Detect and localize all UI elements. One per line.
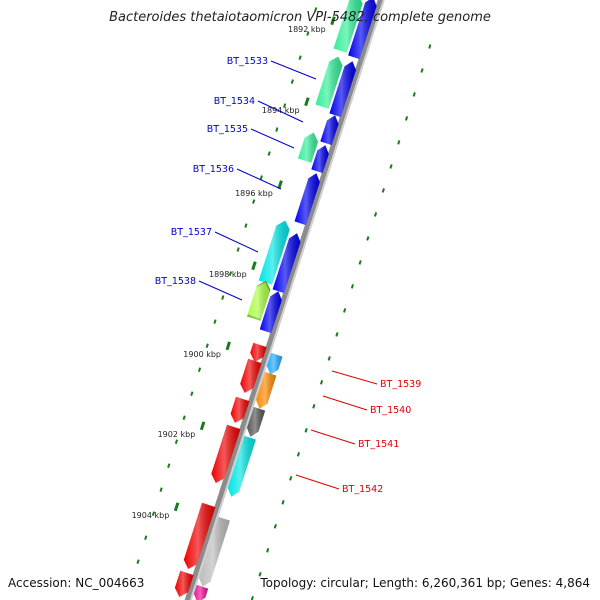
- gene-arrow-shade: [298, 132, 319, 163]
- gene-label[interactable]: BT_1538: [155, 276, 196, 287]
- tick-mark: [225, 341, 231, 351]
- gene-arrow-shade: [258, 220, 290, 285]
- gene-label[interactable]: BT_1541: [358, 439, 399, 450]
- gene-arrow-shade: [311, 145, 329, 174]
- leader-line: [198, 280, 243, 301]
- gene-arrow-shade: [266, 352, 283, 375]
- outer-scale-dots: [136, 7, 318, 565]
- tick-mark: [199, 421, 206, 431]
- gene-label[interactable]: BT_1537: [171, 227, 212, 238]
- leader-line: [214, 231, 259, 253]
- leader-line: [310, 429, 356, 445]
- tick-label: 1904 kbp: [132, 511, 170, 520]
- gene-arrow-shade: [259, 291, 282, 334]
- leader-line: [236, 168, 282, 190]
- gene-arrow-shade: [294, 173, 320, 226]
- gene-arrow-shade: [247, 406, 266, 437]
- tick-mark: [304, 97, 310, 107]
- leader-line: [257, 100, 304, 123]
- tick-label: 1892 kbp: [288, 25, 326, 34]
- gene-label[interactable]: BT_1534: [214, 96, 255, 107]
- gene-arrow-shade: [199, 516, 230, 587]
- gene-arrow-shade: [211, 424, 241, 483]
- gene-arrow-shade: [250, 342, 267, 362]
- tick-label: 1894 kbp: [262, 106, 300, 115]
- genome-title: Bacteroides thetaiotaomicron VPI-5482, c…: [109, 10, 491, 25]
- gene-arrow-shade: [240, 358, 262, 393]
- genome-backbone: [184, 0, 383, 600]
- tick-mark: [330, 16, 336, 26]
- gene-arrow-shade: [315, 56, 343, 109]
- gene-arrow-shade: [247, 282, 270, 319]
- leader-line: [250, 128, 295, 149]
- gene-arrow-shade: [272, 233, 301, 294]
- gene-arrow-shade: [329, 61, 356, 118]
- tick-mark: [251, 261, 257, 271]
- leader-line: [295, 474, 340, 490]
- accession-text: Accession: NC_004663: [8, 576, 145, 590]
- inner-scale-dots: [250, 44, 432, 600]
- tick-label: 1900 kbp: [183, 350, 221, 359]
- gene-label[interactable]: BT_1535: [207, 124, 248, 135]
- leader-line: [270, 60, 317, 80]
- tick-label: 1898 kbp: [209, 270, 247, 279]
- tick-label: 1902 kbp: [158, 430, 196, 439]
- leader-line: [331, 370, 378, 385]
- gene-arrow-shade: [227, 435, 256, 497]
- gene-label[interactable]: BT_1542: [342, 484, 383, 495]
- topology-text: Topology: circular; Length: 6,260,361 bp…: [260, 576, 590, 590]
- gene-arrow-shade: [193, 584, 209, 600]
- tick-mark: [173, 502, 180, 512]
- gene-arrow-shade: [333, 0, 363, 53]
- gene-arrow-shade: [320, 115, 339, 146]
- gene-arrow-shade: [174, 570, 194, 597]
- gene-arrow-shade: [230, 396, 250, 423]
- backbone-highlight: [189, 0, 385, 600]
- gene-label[interactable]: BT_1539: [380, 379, 421, 390]
- tick-mark: [277, 180, 283, 190]
- tick-label: 1896 kbp: [235, 189, 273, 198]
- gene-label[interactable]: BT_1536: [193, 164, 234, 175]
- gene-arrow-shade: [348, 0, 377, 60]
- gene-label[interactable]: BT_1540: [370, 405, 411, 416]
- gene-arrow-shade: [256, 371, 277, 409]
- leader-line: [322, 395, 368, 411]
- gene-arrow-shade: [183, 502, 216, 569]
- gene-label[interactable]: BT_1533: [227, 56, 268, 67]
